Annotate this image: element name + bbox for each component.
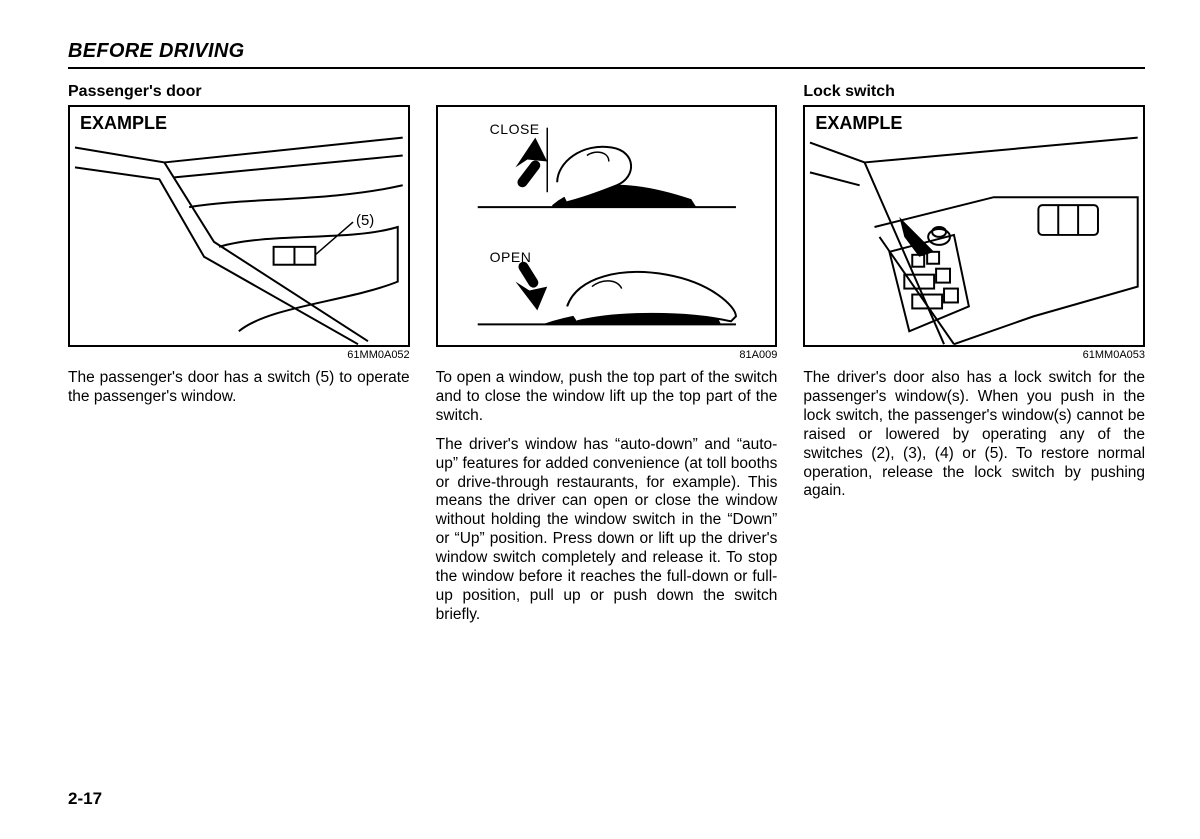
column-passenger-door: Passenger's door EXAMPLE bbox=[68, 83, 410, 635]
switch-operation-illustration bbox=[438, 107, 776, 345]
page-number: 2-17 bbox=[68, 789, 102, 809]
example-label: EXAMPLE bbox=[815, 113, 902, 134]
paragraph: The driver's window has “auto-down” and … bbox=[436, 436, 778, 625]
figure-passenger-door: EXAMPLE bbox=[68, 105, 410, 347]
section-title: BEFORE DRIVING bbox=[68, 40, 1145, 63]
figure-caption-1: 61MM0A052 bbox=[68, 349, 410, 361]
column-lock-switch: Lock switch EXAMPLE bbox=[803, 83, 1145, 635]
column-switch-operation: CLOSE OPEN bbox=[436, 83, 778, 635]
paragraph: The driver's door also has a lock switch… bbox=[803, 369, 1145, 501]
open-label: OPEN bbox=[490, 249, 532, 265]
heading-passenger-door: Passenger's door bbox=[68, 83, 410, 101]
lock-switch-illustration bbox=[805, 107, 1143, 345]
figure-caption-2: 81A009 bbox=[436, 349, 778, 361]
heading-lock-switch: Lock switch bbox=[803, 83, 1145, 101]
paragraph: To open a window, push the top part of t… bbox=[436, 369, 778, 426]
page: BEFORE DRIVING Passenger's door EXAMPLE bbox=[0, 0, 1200, 839]
spacer bbox=[436, 83, 778, 105]
horizontal-rule bbox=[68, 67, 1145, 69]
callout-5: (5) bbox=[356, 213, 374, 229]
passenger-door-illustration: (5) bbox=[70, 107, 408, 345]
columns: Passenger's door EXAMPLE bbox=[68, 83, 1145, 635]
figure-lock-switch: EXAMPLE bbox=[803, 105, 1145, 347]
figure-switch-operation: CLOSE OPEN bbox=[436, 105, 778, 347]
paragraph: The passenger's door has a switch (5) to… bbox=[68, 369, 410, 407]
figure-caption-3: 61MM0A053 bbox=[803, 349, 1145, 361]
example-label: EXAMPLE bbox=[80, 113, 167, 134]
close-label: CLOSE bbox=[490, 121, 540, 137]
